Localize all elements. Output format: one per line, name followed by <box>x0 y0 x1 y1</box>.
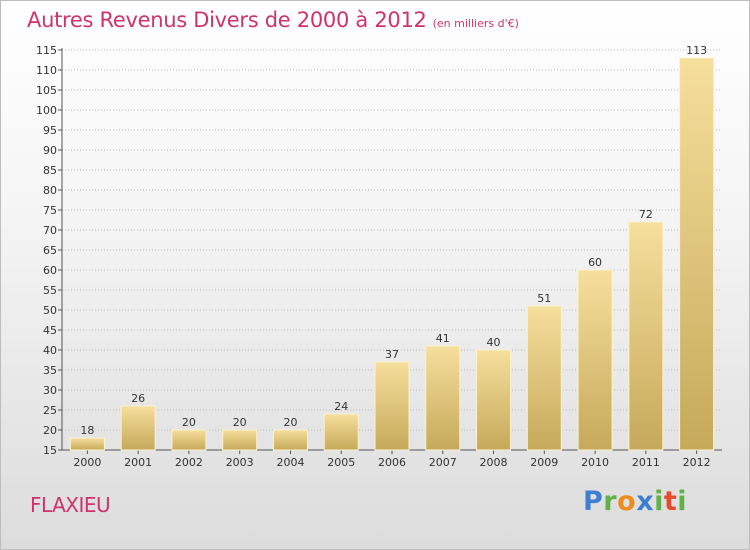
bar <box>171 429 207 451</box>
value-label: 51 <box>537 292 551 305</box>
bar <box>679 57 715 451</box>
x-tick-label: 2003 <box>226 456 254 469</box>
value-label: 20 <box>233 416 247 429</box>
value-label: 24 <box>334 400 348 413</box>
y-tick-label: 35 <box>43 364 57 377</box>
y-tick-label: 100 <box>36 104 57 117</box>
x-tick-label: 2004 <box>276 456 304 469</box>
proxiti-logo: Proxiti <box>583 486 688 517</box>
value-label: 37 <box>385 348 399 361</box>
bar <box>526 305 562 451</box>
value-label: 20 <box>182 416 196 429</box>
value-label: 72 <box>639 208 653 221</box>
bar <box>69 437 105 451</box>
value-label: 18 <box>80 424 94 437</box>
y-tick-label: 55 <box>43 284 57 297</box>
y-tick-label: 90 <box>43 144 57 157</box>
y-tick-labels: 15 20 25 30 35 40 45 50 55 60 65 70 75 80 85 90 95 100 105… <box>36 44 57 457</box>
y-tick-label: 30 <box>43 384 57 397</box>
y-tick-label: 20 <box>43 424 57 437</box>
bar <box>476 349 512 451</box>
x-tick-label: 2002 <box>175 456 203 469</box>
x-tick-label: 2008 <box>480 456 508 469</box>
y-tick-label: 40 <box>43 344 57 357</box>
value-labels: 18 26 20 20 20 24 37 41 40 51 60 72 113 <box>80 44 707 437</box>
y-tick-label: 70 <box>43 224 57 237</box>
x-tick-label: 2012 <box>683 456 711 469</box>
value-label: 113 <box>686 44 707 57</box>
y-tick-label: 95 <box>43 124 57 137</box>
y-tick-label: 105 <box>36 84 57 97</box>
bars <box>69 57 715 451</box>
bar <box>120 405 156 451</box>
y-tick-label: 80 <box>43 184 57 197</box>
value-label: 40 <box>487 336 501 349</box>
bar <box>425 345 461 451</box>
y-tick-label: 45 <box>43 324 57 337</box>
y-tick-label: 25 <box>43 404 57 417</box>
x-tick-label: 2010 <box>581 456 609 469</box>
x-tick-label: 2009 <box>530 456 558 469</box>
y-tick-label: 60 <box>43 264 57 277</box>
x-tick-label: 2000 <box>73 456 101 469</box>
value-label: 20 <box>283 416 297 429</box>
x-tick-label: 2011 <box>632 456 660 469</box>
bar <box>374 361 410 451</box>
place-name: FLAXIEU <box>30 493 111 517</box>
x-tick-label: 2001 <box>124 456 152 469</box>
chart-subtitle: (en milliers d'€) <box>432 17 519 30</box>
value-label: 26 <box>131 392 145 405</box>
y-tick-label: 65 <box>43 244 57 257</box>
y-tick-label: 85 <box>43 164 57 177</box>
chart-title: Autres Revenus Divers de 2000 à 2012 <box>27 8 427 32</box>
y-tick-label: 110 <box>36 64 57 77</box>
y-tick-label: 115 <box>36 44 57 57</box>
x-tick-labels: 2000 2001 2002 2003 2004 2005 2006 2007 2008 2009… <box>73 456 710 469</box>
x-tick-label: 2007 <box>429 456 457 469</box>
value-label: 60 <box>588 256 602 269</box>
bar <box>628 221 664 451</box>
x-tick-label: 2005 <box>327 456 355 469</box>
bar <box>323 413 359 451</box>
value-label: 41 <box>436 332 450 345</box>
bar <box>577 269 613 451</box>
y-tick-label: 75 <box>43 204 57 217</box>
y-tick-label: 50 <box>43 304 57 317</box>
x-tick-label: 2006 <box>378 456 406 469</box>
chart-title-block: Autres Revenus Divers de 2000 à 2012 (en … <box>27 8 519 32</box>
bar <box>272 429 308 451</box>
y-tick-label: 15 <box>43 444 57 457</box>
bar <box>222 429 258 451</box>
